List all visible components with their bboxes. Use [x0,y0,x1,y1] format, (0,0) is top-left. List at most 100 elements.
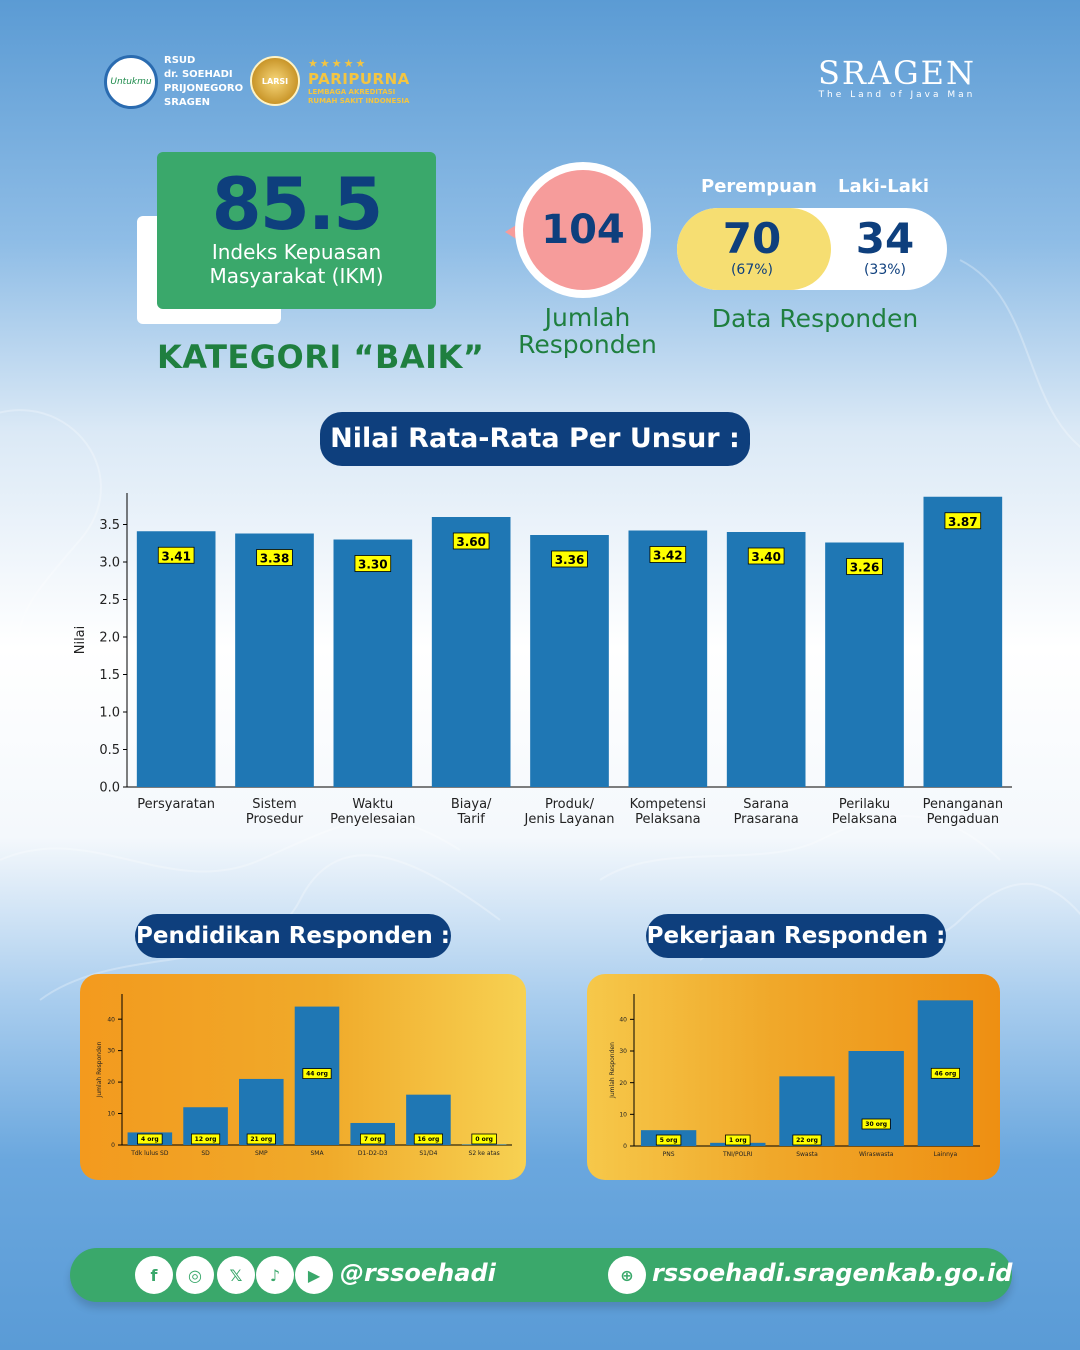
hospital-logo-icon: Untukmu [104,55,158,109]
larsi-medal-icon: LARSI [250,56,300,106]
star-rating: ★★★★★ [308,56,368,70]
data-label-box [471,1133,497,1145]
data-label-box [137,1133,163,1145]
data-label: 3.26 [850,561,880,575]
y-axis-label: Jumlah Responden [609,1042,616,1099]
x-tick-label: SD [201,1150,210,1157]
data-label-box [861,1118,891,1130]
data-label-box [354,555,392,572]
x-tick-label: Sarana [743,797,789,812]
x-tick-label: Waktu [352,797,393,812]
y-tick-label: 30 [619,1048,627,1055]
data-label-box [551,550,588,568]
male-count: 34 [855,214,915,263]
y-tick-label: 40 [107,1016,115,1023]
x-tick-label: Perilaku [839,797,890,812]
female-header: Perempuan [701,176,817,197]
y-axis-label: Jumlah Responden [96,1041,103,1098]
male-stat: 34 (33%) [825,214,945,279]
data-label: 3.60 [456,535,486,549]
data-label-box [360,1133,386,1145]
data-label: 0 org [475,1136,493,1143]
bar [825,542,904,787]
x-tick-label: Penanganan [923,797,1003,812]
bar [779,1076,835,1146]
data-label-box [256,549,293,566]
x-tick-label: Biaya/ [451,797,492,812]
data-label: 3.40 [751,550,781,564]
hospital-name-line: dr. SOEHADI [164,69,233,80]
y-tick-label: 3.5 [99,518,120,533]
x-tick-label: PNS [663,1151,675,1158]
data-label: 12 org [195,1136,217,1143]
data-label: 4 org [141,1136,159,1143]
unsur-bar-chart: 0.0 0.5 1.0 1.5 2.0 2.5 3.0 3.5 Nilai 3.41 Persyar… [73,493,1012,827]
job-chart-title: Pekerjaan Responden : [646,914,946,958]
bar [136,531,216,787]
x-icon[interactable]: 𝕏 [217,1256,255,1294]
website-link[interactable]: rssoehadi.sragenkab.go.id [652,1259,1013,1287]
female-percent: (67%) [730,262,774,278]
x-tick-label: Penyelesaian [330,812,415,827]
y-tick-label: 0 [623,1143,627,1150]
data-label: 16 org [418,1136,440,1143]
hospital-name-line: SRAGEN [164,97,211,108]
data-label-box [191,1133,221,1145]
y-tick-label: 10 [107,1111,115,1118]
data-label-box [747,547,785,565]
y-tick-label: 0.5 [99,743,120,758]
y-tick-label: 0 [111,1142,115,1149]
y-tick-label: 3.0 [99,556,120,571]
data-label: 30 org [865,1121,887,1128]
x-tick-label: SMP [255,1150,268,1157]
facebook-icon[interactable]: f [135,1256,173,1294]
x-tick-label: Wiraswasta [859,1151,894,1158]
gender-pill-female [677,208,831,290]
footer-bar: f ◎ 𝕏 ♪ ▶ @rssoehadi ⊕ rssoehadi.sragenk… [70,1248,1012,1302]
ikm-value: 85.5 [211,162,384,246]
accreditation-block: LARSI ★★★★★ PARIPURNA LEMBAGA AKREDITASI… [250,56,410,106]
x-tick-label: Tdk lulus SD [130,1150,169,1157]
accreditation-line: RUMAH SAKIT INDONESIA [308,96,410,105]
instagram-icon[interactable]: ◎ [176,1256,214,1294]
data-label-box [649,546,687,563]
respondent-total-label-line: Jumlah [544,303,631,332]
job-bar-chart: 0 10 20 30 40 Jumlah Responden 5 org PNS 1 org TN… [609,994,980,1158]
bar [848,1051,904,1146]
respondent-total-label-line: Responden [518,330,657,359]
ikm-category: KATEGORI “BAIK” [157,338,485,376]
x-tick-label: Sistem [252,797,296,812]
x-tick-label: S1/D4 [419,1150,437,1157]
x-tick-label: Produk/ [545,797,595,812]
x-tick-label: Prosedur [246,812,304,827]
y-tick-label: 1.5 [99,668,120,683]
data-label-box [302,1068,332,1079]
accreditation-title: PARIPURNA [308,69,410,88]
data-label: 1 org [729,1137,747,1144]
x-tick-label: Tarif [457,812,486,827]
female-stat: 70 (67%) [692,216,812,279]
city-tagline: The Land of Java Man [818,90,976,100]
ikm-label-line: Masyarakat (IKM) [209,264,384,288]
x-tick-label: Kompetensi [630,797,706,812]
hospital-name: RSUD dr. SOEHADI PRIJONEGORO SRAGEN [164,54,243,110]
data-label: 3.38 [260,552,290,566]
data-label-box [157,546,195,564]
data-label: 44 org [306,1071,328,1078]
x-tick-label: Pelaksana [832,812,897,827]
data-label-box [792,1134,822,1146]
city-name: SRAGEN [817,54,976,92]
y-tick-label: 2.0 [99,631,120,646]
x-tick-label: SMA [310,1150,324,1157]
x-tick-label: Jenis Layanan [524,812,615,827]
tiktok-icon[interactable]: ♪ [256,1256,294,1294]
youtube-icon[interactable]: ▶ [295,1256,333,1294]
respondent-total: 104 [523,170,643,290]
bar [530,535,609,787]
education-chart-card: 0 10 20 30 40 Jumlah Responden 4 org Tdk lulus … [80,974,526,1180]
social-handle[interactable]: @rssoehadi [340,1259,496,1287]
male-percent: (33%) [863,262,907,278]
globe-icon[interactable]: ⊕ [608,1256,646,1294]
x-tick-label: Swasta [796,1151,818,1158]
bar [628,530,708,787]
